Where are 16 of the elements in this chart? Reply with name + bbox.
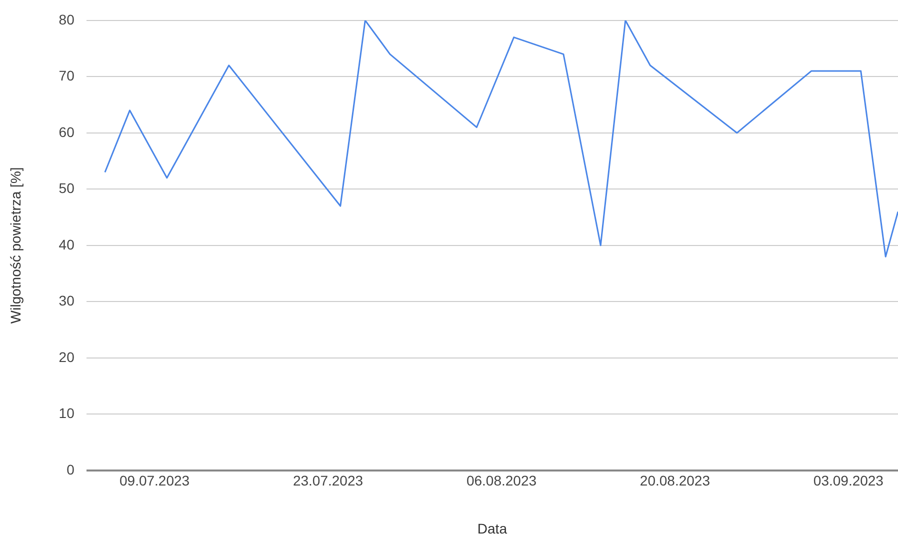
x-tick-label: 09.07.2023 — [119, 472, 190, 489]
y-tick-label: 0 — [66, 461, 75, 478]
y-tick-label: 40 — [58, 236, 75, 252]
y-axis-title: Wilgotność powietrza [%] — [7, 167, 24, 324]
x-tick-label: 06.08.2023 — [466, 472, 537, 489]
x-tick-label: 20.08.2023 — [640, 472, 710, 489]
x-axis-title: Data — [477, 520, 508, 536]
y-tick-label: 70 — [58, 68, 75, 84]
y-tick-label: 60 — [58, 124, 75, 140]
x-tick-label: 03.09.2023 — [813, 472, 884, 489]
y-tick-label: 10 — [58, 405, 75, 422]
y-tick-label: 30 — [58, 292, 75, 309]
y-tick-label: 20 — [58, 348, 75, 365]
x-tick-label: 23.07.2023 — [292, 472, 364, 489]
y-tick-label: 50 — [58, 180, 75, 196]
y-tick-label: 80 — [58, 11, 75, 28]
